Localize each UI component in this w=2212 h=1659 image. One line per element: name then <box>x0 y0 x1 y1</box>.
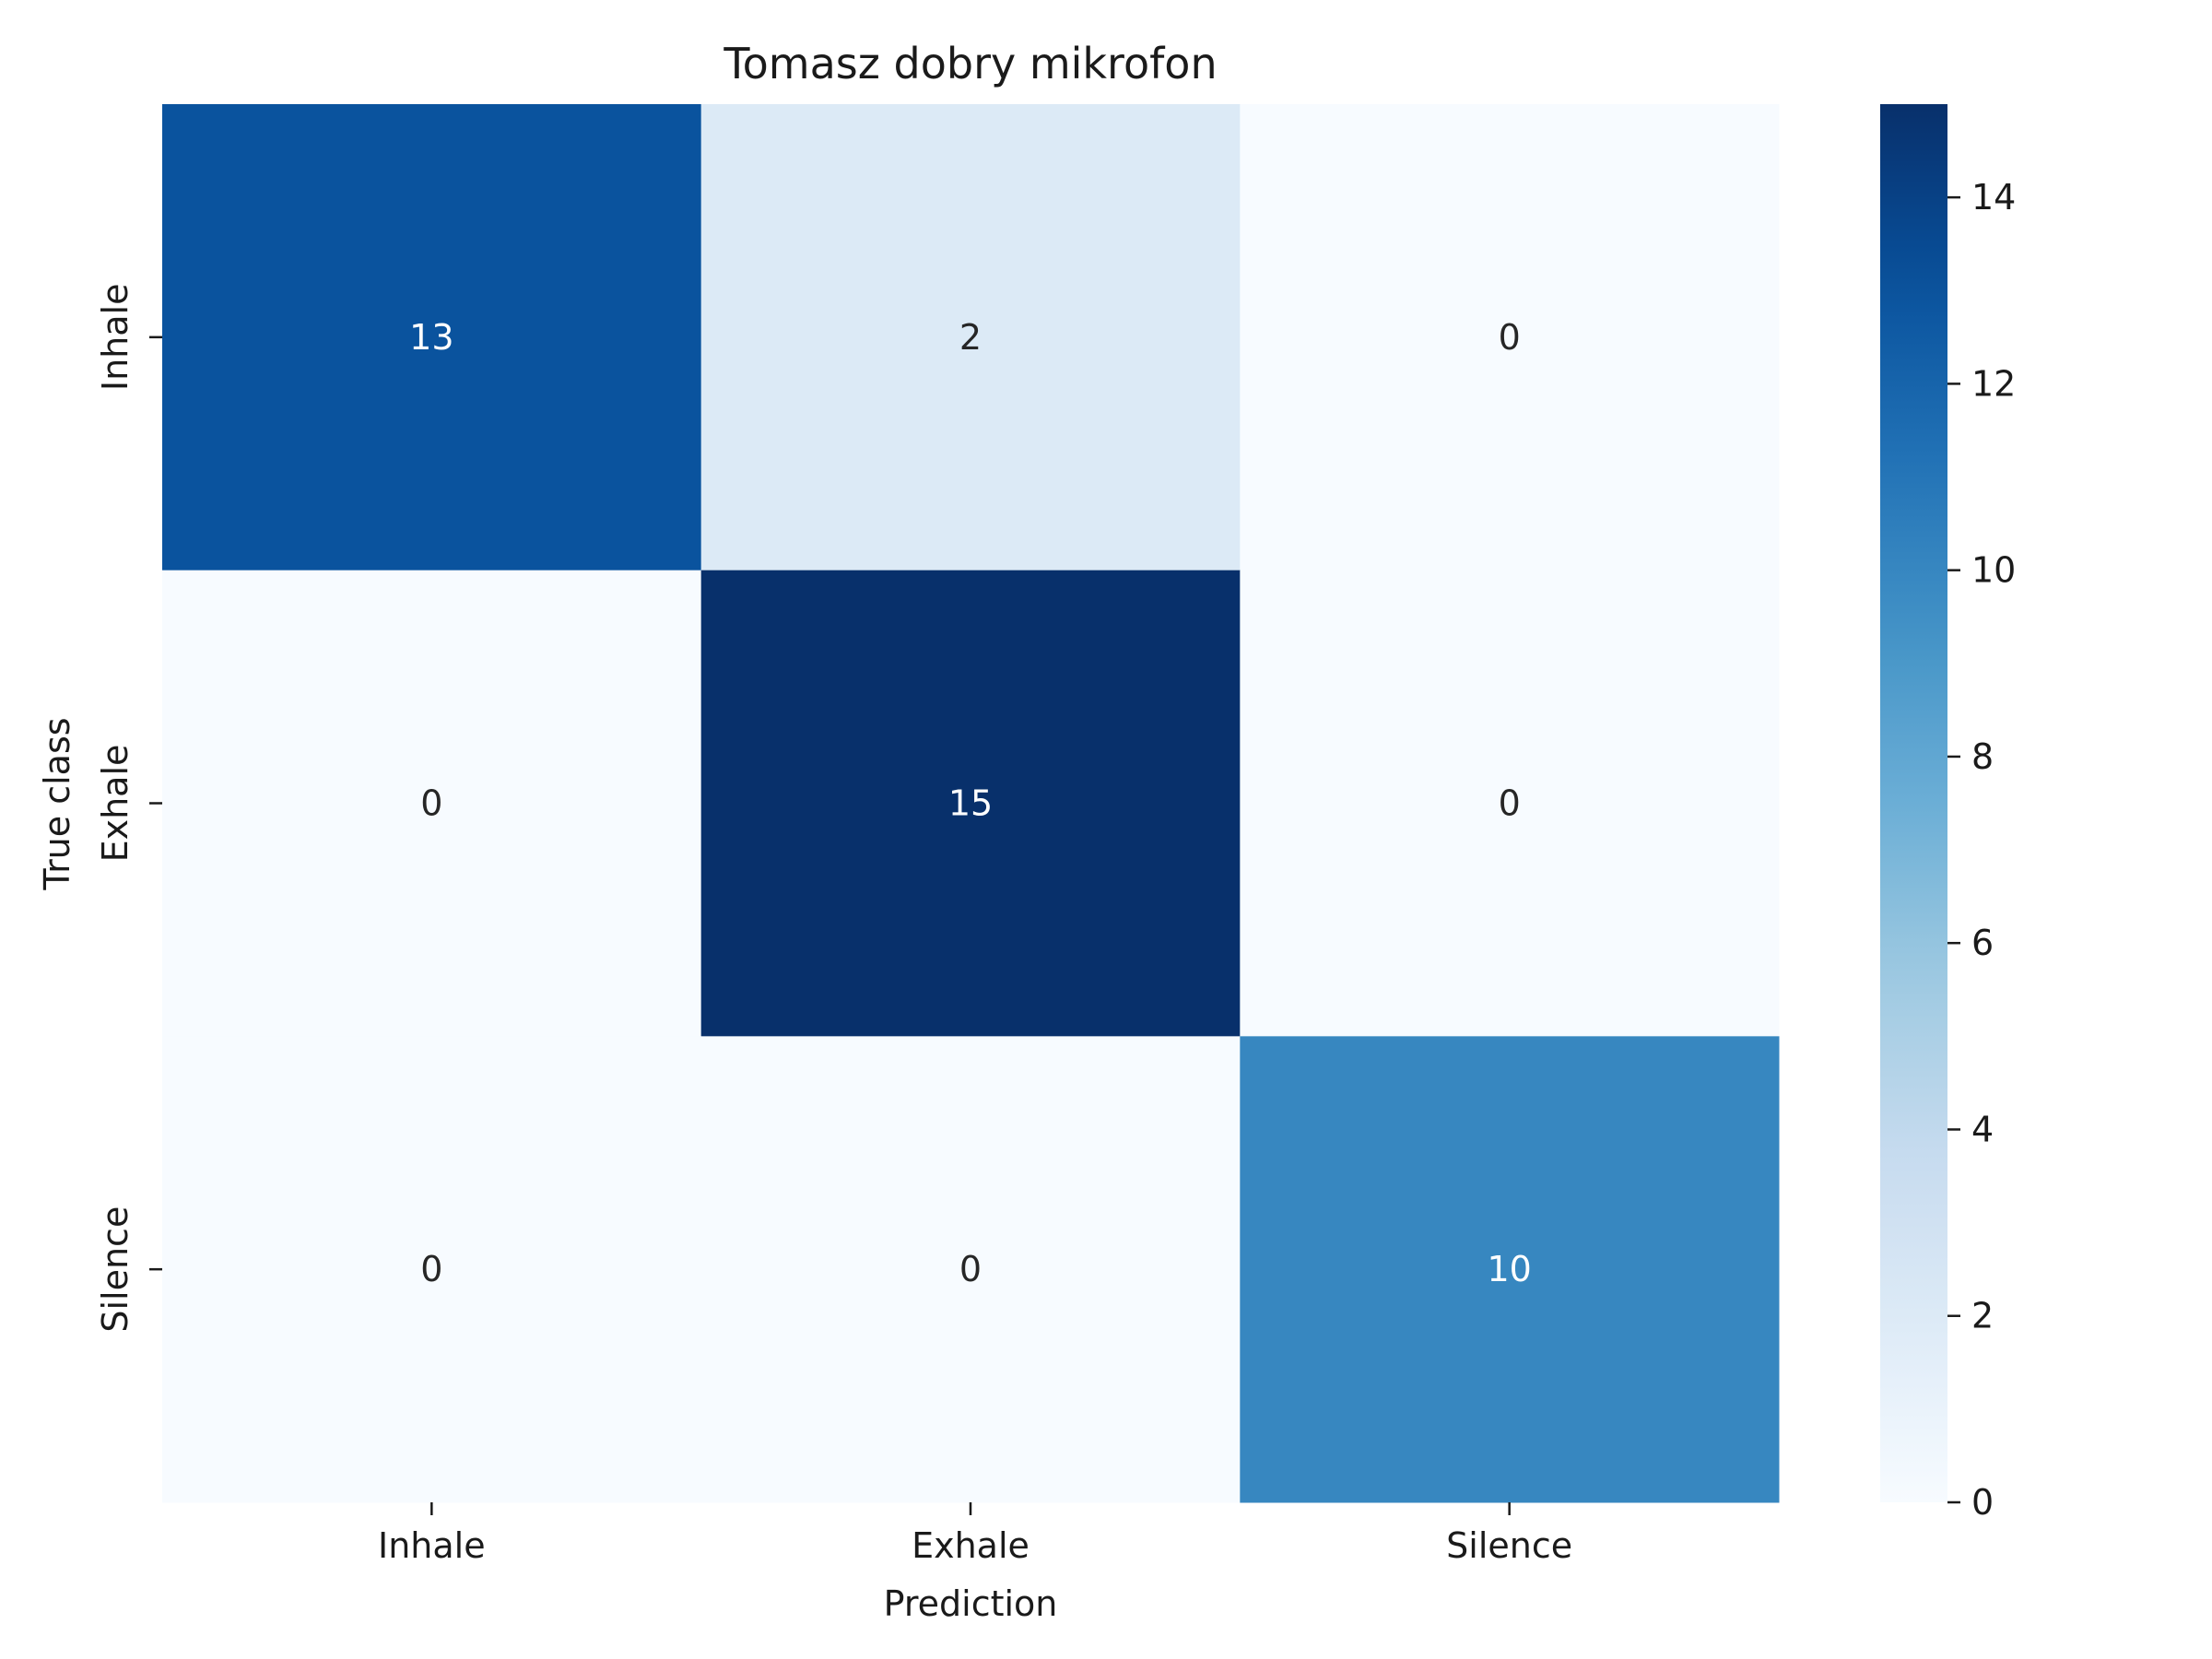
colorbar-ticks: 0 2 4 6 8 10 12 14 <box>1947 177 2016 1523</box>
heatmap-cell-value: 13 <box>409 317 453 358</box>
heatmap-cell <box>700 104 1241 571</box>
x-axis-label: Prediction <box>884 1583 1058 1624</box>
heatmap-cell <box>1240 570 1780 1037</box>
heatmap-cell-labels: 13 2 0 0 15 0 0 0 10 <box>409 317 1532 1289</box>
heatmap-cells <box>162 104 1780 1503</box>
colorbar-tick-label: 0 <box>1971 1482 1994 1523</box>
heatmap-cell <box>162 104 702 571</box>
colorbar-tick-label: 10 <box>1971 550 2016 591</box>
heatmap-cell-value: 10 <box>1487 1249 1531 1289</box>
x-tick-label: Exhale <box>912 1525 1030 1566</box>
colorbar-tick-label: 2 <box>1971 1296 1994 1336</box>
x-axis-ticks: Inhale Exhale Silence <box>378 1502 1572 1566</box>
colorbar-tick-label: 6 <box>1971 923 1994 963</box>
y-axis-ticks: Inhale Exhale Silence <box>95 284 162 1333</box>
colorbar-tick-label: 4 <box>1971 1109 1994 1149</box>
colorbar-tick-label: 8 <box>1971 736 1994 777</box>
heatmap-cell-value: 0 <box>1499 317 1521 358</box>
x-tick-label: Inhale <box>378 1525 486 1566</box>
heatmap-cell <box>700 1036 1241 1503</box>
y-tick-label: Exhale <box>95 745 135 863</box>
heatmap-cell <box>162 570 702 1037</box>
heatmap-cell-value: 0 <box>420 1249 442 1289</box>
colorbar <box>1880 104 1947 1502</box>
heatmap-cell <box>1240 1036 1780 1503</box>
heatmap-cell-value: 0 <box>959 1249 982 1289</box>
colorbar-tick-label: 12 <box>1971 363 2016 404</box>
y-tick-label: Inhale <box>95 284 135 392</box>
heatmap-cell-value: 0 <box>1499 783 1521 824</box>
y-tick-label: Silence <box>95 1206 135 1333</box>
heatmap-cell <box>700 570 1241 1037</box>
heatmap-cell <box>1240 104 1780 571</box>
y-axis-label: True class <box>37 717 77 890</box>
chart-title: Tomasz dobry mikrofon <box>723 39 1217 88</box>
heatmap-cell-value: 2 <box>959 317 982 358</box>
heatmap-cell-value: 0 <box>420 783 442 824</box>
heatmap-cell <box>162 1036 702 1503</box>
colorbar-tick-label: 14 <box>1971 177 2016 218</box>
heatmap-cell-value: 15 <box>948 783 993 824</box>
x-tick-label: Silence <box>1446 1525 1572 1566</box>
